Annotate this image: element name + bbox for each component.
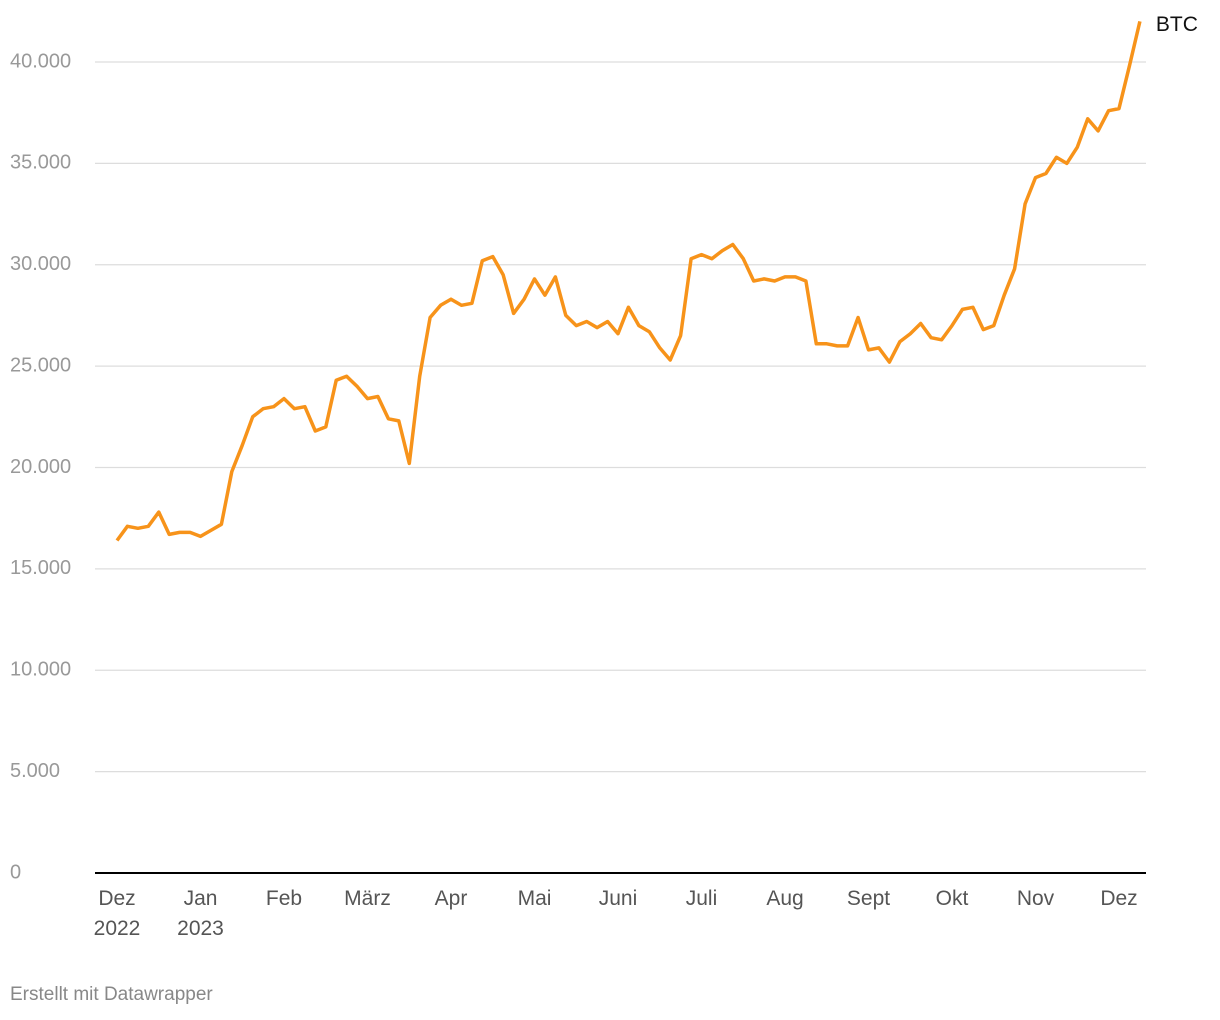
footer: Erstellt mit Datawrapper [10, 984, 213, 1005]
y-tick-label: 30.000 [10, 253, 71, 275]
y-tick-label: 25.000 [10, 354, 71, 376]
y-tick-label: 40.000 [10, 50, 71, 72]
x-tick-label: Sept [846, 887, 891, 910]
x-tick-label: Dez 2022 [93, 887, 141, 940]
x-tick-label: Dez [1100, 887, 1138, 910]
x-tick-label: Aug [766, 887, 804, 910]
y-tick-label: 5.000 [10, 760, 60, 782]
x-tick-label: Jan 2023 [177, 887, 224, 940]
y-tick-label: 35.000 [10, 152, 71, 174]
x-tick-label: Nov [1016, 887, 1055, 910]
y-tick-label: 0 [10, 861, 21, 883]
x-tick-label: Juni [598, 887, 638, 910]
line [115, 20, 1142, 542]
y-tick-label: 15.000 [10, 557, 71, 579]
y-tick-label: 20.000 [10, 456, 71, 478]
x-tick-label: Apr [434, 887, 468, 910]
x-tick-label: März [344, 887, 391, 910]
x-tick-label: Juli [685, 887, 718, 910]
x-tick-label: Feb [265, 887, 303, 910]
series-label: BTC [1156, 13, 1198, 36]
x-tick-label: Okt [935, 887, 969, 910]
x-tick-label: Mai [517, 887, 552, 910]
y-tick-label: 10.000 [10, 659, 71, 681]
